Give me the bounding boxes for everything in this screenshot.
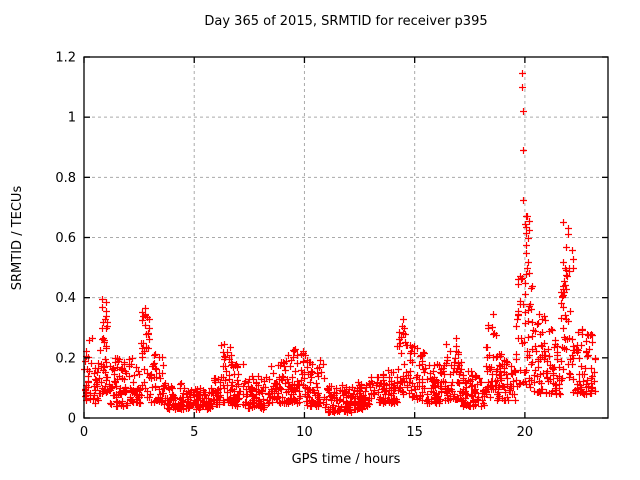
y-tick-label: 1 [68,111,76,126]
data-points-srmtid [81,70,599,416]
x-axis-label: GPS time / hours [291,452,401,467]
x-tick-label: 5 [190,425,198,440]
y-tick-label: 0 [68,412,76,427]
y-tick-label: 0.6 [55,231,76,246]
x-tick-label: 10 [296,425,313,440]
x-tick-label: 20 [517,425,534,440]
chart-title: Day 365 of 2015, SRMTID for receiver p39… [204,14,488,29]
x-tick-label: 15 [406,425,423,440]
y-tick-label: 1.2 [55,51,76,66]
y-tick-label: 0.8 [55,171,76,186]
y-tick-label: 0.2 [55,351,76,366]
y-tick-label: 0.4 [55,291,76,306]
x-tick-label: 0 [80,425,88,440]
